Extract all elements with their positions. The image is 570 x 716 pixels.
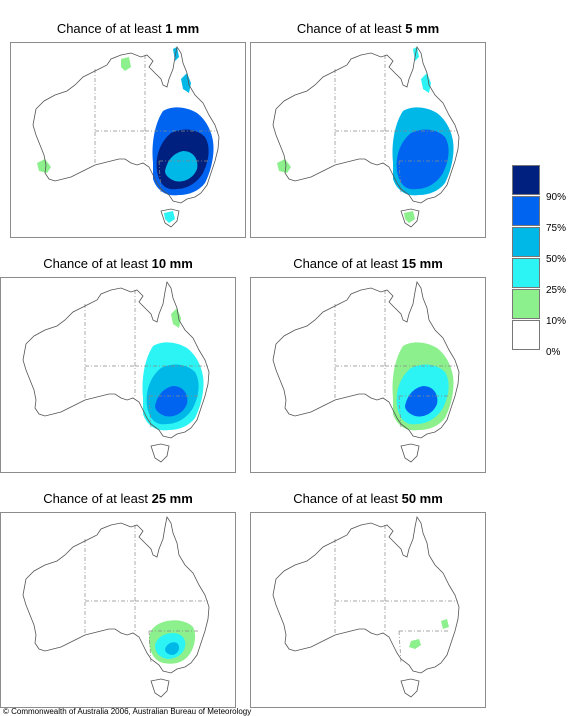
legend-swatch [512, 196, 540, 226]
panel-title: Chance of at least 15 mm [293, 256, 443, 271]
map-frame [250, 42, 486, 238]
mainland-coastline [272, 280, 460, 439]
map-frame [250, 512, 486, 708]
panel-title: Chance of at least 25 mm [43, 491, 193, 506]
legend-swatch [512, 165, 540, 195]
australia-rain-map [272, 45, 460, 228]
australia-rain-map [32, 45, 220, 228]
tasmania-land [151, 679, 169, 697]
panel-title: Chance of at least 1 mm [56, 21, 200, 36]
rain-zone-se-core [396, 129, 449, 190]
rain-zone-se-inner [405, 386, 438, 417]
copyright-notice: © Commonwealth of Australia 2006, Austra… [3, 707, 252, 716]
rain-zone-qld-coast [171, 308, 181, 328]
australia-rain-map [272, 280, 460, 463]
australia-rain-map [22, 280, 210, 463]
rain-zone-top-end [121, 57, 131, 71]
legend-swatch [512, 320, 540, 350]
legend-label: 0% [546, 347, 561, 358]
legend-swatch [512, 227, 540, 257]
panel-title: Chance of at least 50 mm [293, 491, 443, 506]
panel-title: Chance of at least 10 mm [43, 256, 193, 271]
tasmania-land [401, 679, 419, 697]
legend-label: 50% [546, 254, 567, 265]
panel-title: Chance of at least 5 mm [296, 21, 440, 36]
map-frame [0, 512, 236, 708]
tasmania-coastline [400, 678, 420, 698]
mainland-coastline [272, 45, 460, 204]
legend-swatch [512, 258, 540, 288]
australia-rain-map [272, 515, 460, 698]
rain-zone-sw-corner [277, 159, 291, 173]
rain-zone-ne-nsw-spot [441, 619, 449, 629]
mainland-coastline [272, 515, 460, 674]
rain-zone-se-small-inner [165, 642, 180, 655]
legend-label: 25% [546, 285, 567, 296]
rain-zone-se-inner [165, 151, 198, 182]
tasmania-coastline [400, 208, 420, 228]
tasmania-land [401, 444, 419, 462]
mainland-coastline [22, 280, 210, 439]
legend-label: 10% [546, 316, 567, 327]
map-frame [250, 277, 486, 473]
map-frame [10, 42, 246, 238]
tasmania-coastline [150, 443, 170, 463]
rain-zone-qld-coast [421, 73, 431, 93]
legend-label: 75% [546, 223, 567, 234]
mainland-land [273, 517, 459, 673]
tasmania-coastline [400, 443, 420, 463]
tasmania-coastline [160, 208, 180, 228]
map-frame [0, 277, 236, 473]
rain-zone-tas [164, 211, 175, 223]
legend-label: 90% [546, 192, 567, 203]
mainland-coastline [22, 515, 210, 674]
rain-zone-sw-corner [37, 159, 51, 173]
tasmania-coastline [150, 678, 170, 698]
mainland-coastline [32, 45, 220, 204]
legend-swatch [512, 289, 540, 319]
rain-zone-se-spot [409, 639, 421, 649]
rain-zone-se-inner [155, 386, 188, 417]
australia-rain-map [22, 515, 210, 698]
tasmania-land [151, 444, 169, 462]
rain-zone-tas [404, 211, 415, 223]
rain-zone-qld-coast [181, 73, 191, 93]
